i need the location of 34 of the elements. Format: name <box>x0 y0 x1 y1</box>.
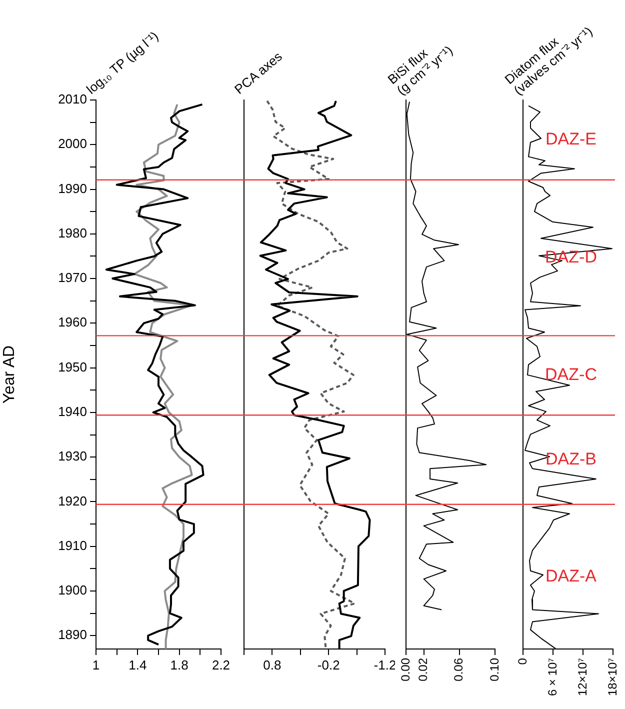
x-tick-label: 0.10 <box>487 658 502 682</box>
x-tick-label: 6 × 10⁷ <box>545 658 560 696</box>
y-tick-label: 1900 <box>58 582 87 598</box>
x-tick-label: 0.00 <box>398 658 412 682</box>
x-tick-label: 18×10⁷ <box>605 658 620 696</box>
y-tick-label: 1990 <box>58 180 87 196</box>
x-tick-label: 0.06 <box>452 658 466 682</box>
y-tick-label: 1920 <box>58 493 87 508</box>
y-tick-label: 2000 <box>58 136 87 152</box>
y-tick-label: 1930 <box>58 448 87 464</box>
x-tick-label: 0.02 <box>416 658 430 682</box>
annotation: DAZ-B <box>546 449 596 468</box>
y-tick-label: 2010 <box>58 92 87 107</box>
x-tick-label: 1.4 <box>128 657 147 672</box>
y-tick-label: 1910 <box>58 538 87 553</box>
x-axis-title: PCA axes <box>232 49 285 98</box>
y-tick-label: 1960 <box>58 314 87 330</box>
annotation: DAZ-E <box>546 130 596 149</box>
x-tick-label: 2.2 <box>212 657 230 672</box>
y-tick-label: 1950 <box>58 359 87 374</box>
y-tick-label: 1890 <box>58 627 87 642</box>
annotation: DAZ-D <box>545 247 597 266</box>
y-axis-title: Year AD <box>1 345 18 404</box>
x-tick-label: 0.8 <box>263 657 282 672</box>
y-tick-label: 1970 <box>58 270 87 286</box>
y-tick-label: 1980 <box>58 225 87 240</box>
y-tick-label: 1940 <box>58 404 87 420</box>
x-tick-label: 1.8 <box>170 657 188 672</box>
annotation: DAZ-A <box>546 566 598 586</box>
x-tick-label: -0.2 <box>317 657 340 672</box>
x-tick-label: 0 <box>515 658 530 665</box>
x-tick-label: 1 <box>92 657 100 672</box>
annotation: DAZ-C <box>545 365 597 384</box>
x-tick-label: 12×10⁷ <box>575 658 590 696</box>
